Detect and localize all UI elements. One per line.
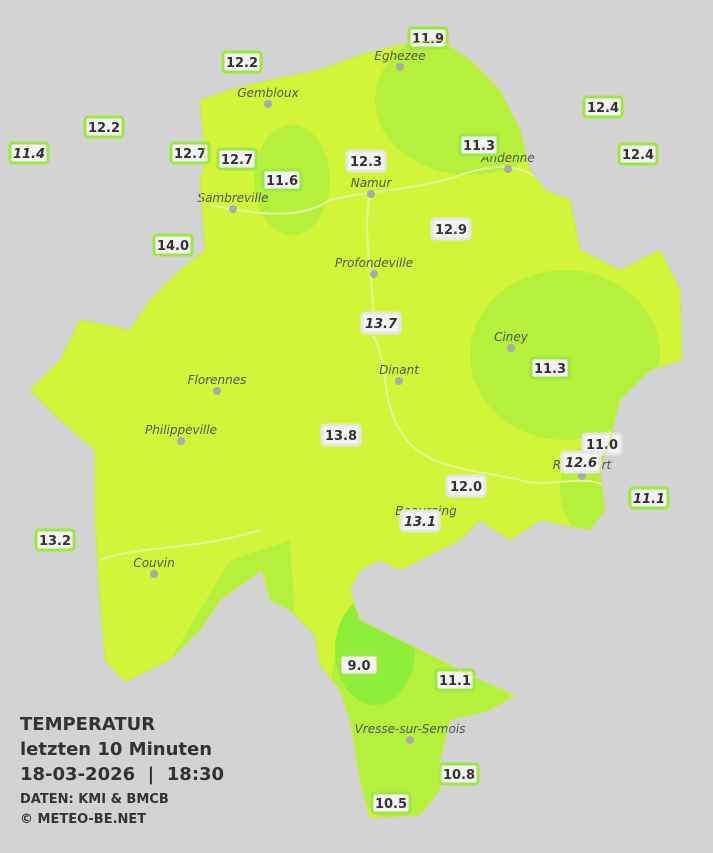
- station-box: [617, 142, 659, 166]
- station-value: 14.0: [157, 239, 189, 254]
- station-value: 12.4: [587, 101, 619, 116]
- province-border: [29, 39, 683, 819]
- station-box: [628, 486, 670, 510]
- station-box: [320, 423, 362, 447]
- city-label: Sambreville: [197, 191, 268, 205]
- city-dot: [229, 205, 237, 213]
- station-box: [338, 653, 380, 677]
- station-box: [216, 147, 258, 171]
- station-value: 11.0: [586, 438, 618, 453]
- station-box: [458, 133, 500, 157]
- station-value: 11.1: [439, 674, 471, 689]
- city-label: Profondeville: [335, 256, 413, 270]
- legend-subtitle: letzten 10 Minuten: [20, 739, 212, 760]
- city-dot: [578, 472, 586, 480]
- city-dot: [507, 344, 515, 352]
- station-box: [221, 50, 263, 74]
- station-box: [261, 168, 303, 192]
- city-label: Couvin: [133, 556, 174, 570]
- station-box: [434, 668, 476, 692]
- station-value: 12.7: [174, 147, 206, 162]
- station-box: [399, 509, 441, 533]
- station-box: [169, 141, 211, 165]
- city-dot: [406, 736, 414, 744]
- station-value: 12.9: [435, 223, 467, 238]
- city-dot: [396, 63, 404, 71]
- station-value: 12.0: [450, 480, 482, 495]
- station-value: 11.1: [633, 492, 665, 507]
- station-box: [8, 141, 50, 165]
- station-box: [581, 432, 623, 456]
- station-value: 12.6: [565, 456, 597, 471]
- station-value: 12.7: [221, 153, 253, 168]
- zone-green: [470, 270, 660, 440]
- legend-credit: © METEO-BE.NET: [20, 812, 146, 827]
- station-box: [34, 528, 76, 552]
- city-label: Ciney: [494, 330, 529, 344]
- city-dot: [264, 100, 272, 108]
- station-box: [345, 149, 387, 173]
- city-label: Gembloux: [237, 86, 299, 100]
- station-box: [152, 233, 194, 257]
- station-value: 12.2: [226, 56, 258, 71]
- station-box: [582, 95, 624, 119]
- city-label: Vresse-sur-Semois: [355, 722, 466, 736]
- station-box: [560, 450, 602, 474]
- station-value: 11.9: [412, 32, 444, 47]
- city-dot: [150, 570, 158, 578]
- station-box: [445, 474, 487, 498]
- legend-title: TEMPERATUR: [20, 714, 155, 735]
- city-label: Dinant: [379, 363, 420, 377]
- station-box: [529, 356, 571, 380]
- station-value: 11.3: [534, 362, 566, 377]
- station-value: 12.4: [622, 148, 654, 163]
- station-value: 13.2: [39, 534, 71, 549]
- city-label: Philippeville: [145, 423, 217, 437]
- station-value: 12.3: [350, 155, 382, 170]
- city-label: Florennes: [188, 373, 247, 387]
- city-label: Namur: [351, 176, 393, 190]
- city-dot: [504, 165, 512, 173]
- station-value: 11.3: [463, 139, 495, 154]
- station-value: 11.6: [266, 174, 298, 189]
- station-box: [370, 791, 412, 815]
- legend-datetime: 18-03-2026 | 18:30: [20, 764, 224, 785]
- stations: 11.9 12.2 12.4 12.2 11.3 12.4 11.4 12.7 12.7 12.3…: [8, 26, 670, 815]
- station-value: 10.5: [375, 797, 407, 812]
- city-label: Eghezee: [374, 49, 425, 63]
- station-box: [430, 217, 472, 241]
- city-dot: [370, 270, 378, 278]
- legend: TEMPERATUR letzten 10 Minuten 18-03-2026…: [20, 714, 224, 827]
- station-box: [83, 115, 125, 139]
- legend-source: DATEN: KMI & BMCB: [20, 792, 169, 807]
- river: [99, 165, 611, 561]
- station-value: 13.7: [365, 317, 398, 332]
- city-dot: [395, 377, 403, 385]
- city-dot: [177, 437, 185, 445]
- station-box: [360, 311, 402, 335]
- station-value: 13.1: [404, 515, 436, 530]
- station-value: 9.0: [347, 659, 370, 674]
- city-dot: [213, 387, 221, 395]
- station-value: 10.8: [443, 768, 475, 783]
- city-dot: [367, 190, 375, 198]
- station-value: 11.4: [13, 147, 45, 162]
- station-value: 12.2: [88, 121, 120, 136]
- station-value: 13.8: [325, 429, 357, 444]
